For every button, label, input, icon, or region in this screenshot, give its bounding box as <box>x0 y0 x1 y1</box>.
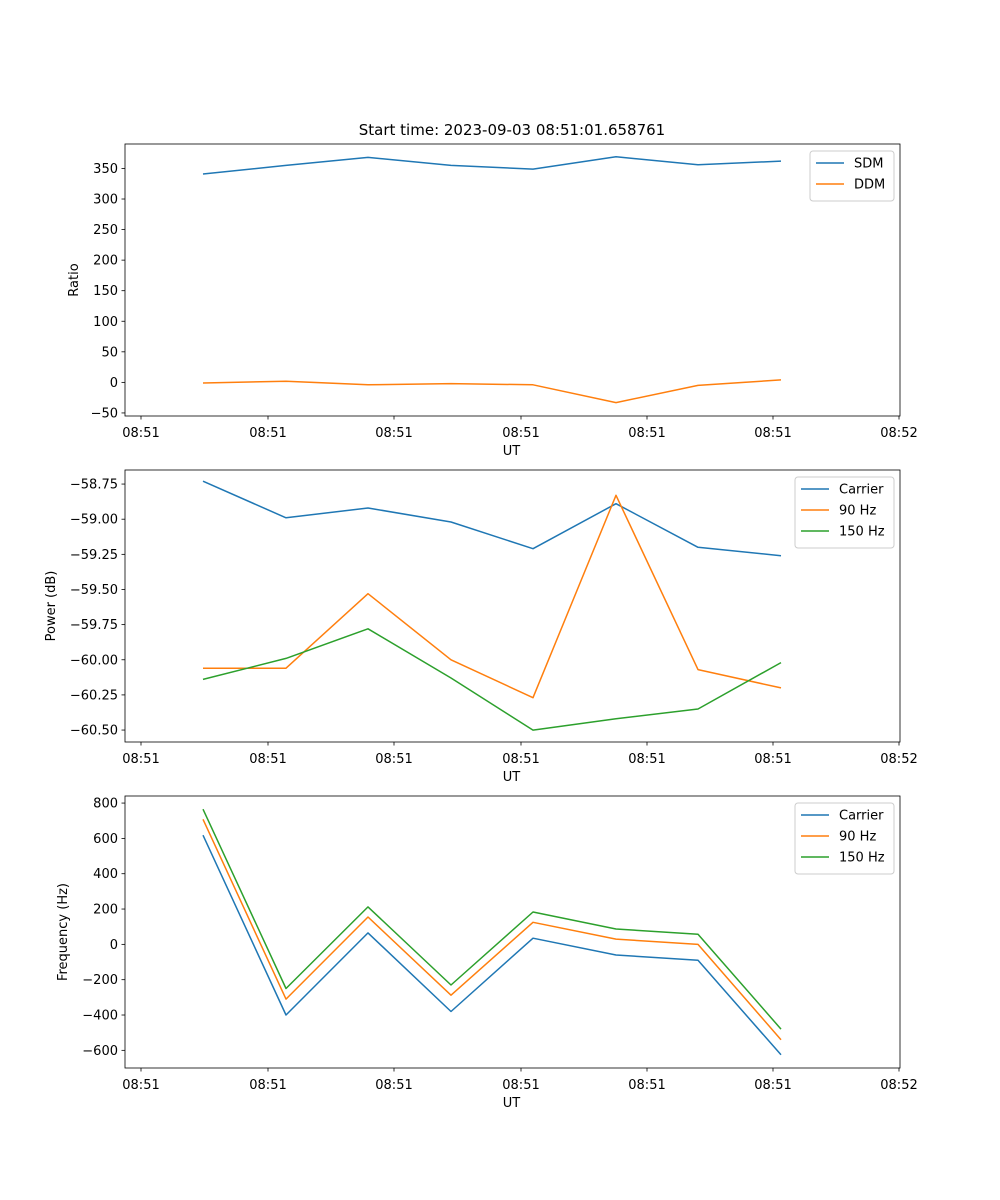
legend-entry-ddm: DDM <box>854 178 885 193</box>
x-axis-label: UT <box>503 770 521 785</box>
x-tick-label: 08:51 <box>502 752 539 767</box>
x-axis-label: UT <box>503 444 521 459</box>
y-tick-label: 400 <box>93 867 118 882</box>
y-tick-label: 0 <box>110 938 118 953</box>
y-tick-label: 350 <box>93 162 118 177</box>
y-tick-label: 800 <box>93 797 118 812</box>
x-tick-label: 08:52 <box>880 426 917 441</box>
y-tick-label: −60.00 <box>70 653 118 668</box>
y-tick-label: 100 <box>93 315 118 330</box>
y-tick-label: 200 <box>93 903 118 918</box>
y-tick-label: −59.50 <box>70 583 118 598</box>
y-tick-label: −50 <box>91 406 118 421</box>
legend-entry-150-hz: 150 Hz <box>839 525 885 540</box>
y-tick-label: −60.25 <box>70 688 118 703</box>
x-tick-label: 08:51 <box>754 752 791 767</box>
panel-2: 08:51 08:51 08:51 08:51 08:51 08:51 08:52 −60.5… <box>44 469 918 785</box>
series-line-150-hz <box>202 628 782 731</box>
y-tick-label: 300 <box>93 193 118 208</box>
x-tick-label: 08:51 <box>628 752 665 767</box>
y-tick-label: −59.25 <box>70 548 118 563</box>
y-tick-label: −600 <box>82 1044 118 1059</box>
legend-entry-90-hz: 90 Hz <box>839 830 876 845</box>
x-tick-label: 08:51 <box>375 1078 412 1093</box>
y-tick-label: 50 <box>101 345 118 360</box>
y-tick-label: −59.75 <box>70 618 118 633</box>
series-line-90-hz <box>203 494 782 699</box>
y-tick-label: −59.00 <box>70 513 118 528</box>
series-line-ddm <box>202 379 782 404</box>
y-tick-label: 600 <box>93 832 118 847</box>
x-tick-label: 08:51 <box>122 1078 159 1093</box>
series-line-carrier <box>202 480 782 557</box>
x-tick-label: 08:51 <box>249 752 286 767</box>
y-tick-label: 200 <box>93 254 118 269</box>
series-line-150-hz <box>202 808 782 1030</box>
x-tick-label: 08:51 <box>375 752 412 767</box>
legend-entry-carrier: Carrier <box>839 809 884 824</box>
axes-frame <box>124 143 901 417</box>
series-line-sdm <box>202 156 782 175</box>
x-tick-label: 08:51 <box>502 426 539 441</box>
x-tick-label: 08:52 <box>880 1078 917 1093</box>
y-axis-label: Frequency (Hz) <box>56 883 71 981</box>
x-tick-label: 08:51 <box>628 426 665 441</box>
legend: Carrier 90 Hz 150 Hz <box>794 802 895 875</box>
panel-1: 08:51 08:51 08:51 08:51 08:51 08:51 08:52 −50 0 5… <box>67 143 918 459</box>
axes-frame <box>124 469 901 743</box>
panel-3: 08:51 08:51 08:51 08:51 08:51 08:51 08:52 −600 −… <box>56 795 918 1111</box>
y-tick-label: −200 <box>82 973 118 988</box>
y-tick-label: 0 <box>110 376 118 391</box>
legend-entry-sdm: SDM <box>854 157 883 172</box>
legend-entry-150-hz: 150 Hz <box>839 851 885 866</box>
y-axis-label: Power (dB) <box>44 571 59 642</box>
y-axis-label: Ratio <box>67 263 82 296</box>
y-tick-label: 150 <box>93 284 118 299</box>
x-tick-label: 08:51 <box>122 752 159 767</box>
chart-title: Start time: 2023-09-03 08:51:01.658761 <box>359 121 665 139</box>
axes-frame <box>124 795 901 1069</box>
x-axis-label: UT <box>503 1096 521 1111</box>
y-tick-label: 250 <box>93 223 118 238</box>
legend: SDM DDM <box>809 150 895 202</box>
x-tick-label: 08:51 <box>754 1078 791 1093</box>
series-line-carrier <box>202 834 782 1056</box>
x-tick-label: 08:52 <box>880 752 917 767</box>
x-tick-label: 08:51 <box>249 1078 286 1093</box>
y-tick-label: −400 <box>82 1009 118 1024</box>
y-tick-label: −60.50 <box>70 724 118 739</box>
legend-entry-carrier: Carrier <box>839 483 884 498</box>
x-tick-label: 08:51 <box>375 426 412 441</box>
legend-entry-90-hz: 90 Hz <box>839 504 876 519</box>
x-tick-label: 08:51 <box>754 426 791 441</box>
series-line-90-hz <box>202 818 782 1041</box>
x-tick-label: 08:51 <box>249 426 286 441</box>
legend: Carrier 90 Hz 150 Hz <box>794 476 895 549</box>
x-tick-label: 08:51 <box>502 1078 539 1093</box>
x-tick-label: 08:51 <box>628 1078 665 1093</box>
x-tick-label: 08:51 <box>122 426 159 441</box>
y-tick-label: −58.75 <box>70 478 118 493</box>
